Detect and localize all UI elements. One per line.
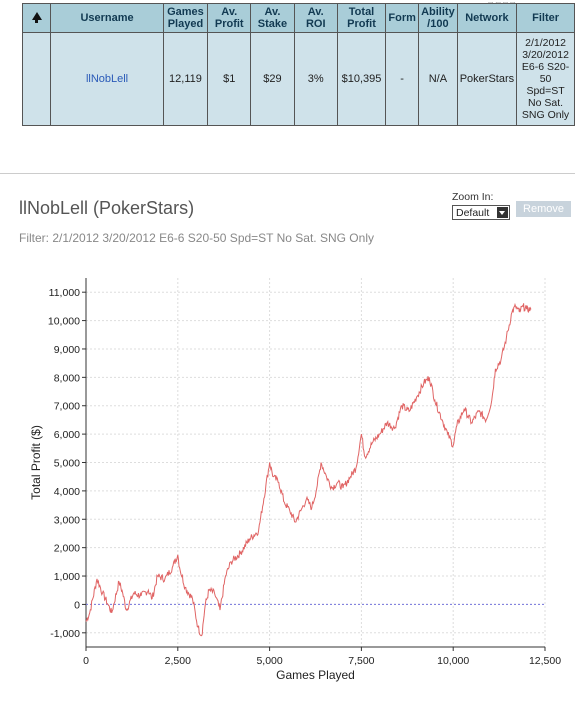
filter-line: E6-6 S20-	[521, 61, 570, 73]
header-total-profit[interactable]: Total Profit	[336, 3, 387, 33]
cell-total-profit: $10,395	[336, 32, 387, 126]
y-tick-label: 5,000	[54, 458, 80, 470]
y-tick-label: 1,000	[54, 571, 80, 583]
header-games-played-l2: Played	[167, 18, 204, 30]
header-total-profit-l2: Profit	[347, 18, 376, 30]
y-tick-label: 2,000	[54, 543, 80, 555]
cell-ability: N/A	[418, 32, 458, 126]
x-tick-label: 7,500	[348, 655, 374, 667]
header-total-profit-l1: Total	[348, 6, 375, 18]
header-games-played-l1: Games	[167, 6, 204, 18]
sort-column-header[interactable]	[21, 3, 52, 33]
y-axis-title: Total Profit ($)	[29, 425, 43, 500]
header-av-profit[interactable]: Av. Profit	[207, 3, 252, 33]
x-tick-label: 10,000	[437, 655, 469, 667]
x-tick-label: 0	[83, 655, 89, 667]
sort-up-arrow-icon[interactable]	[31, 12, 42, 23]
header-av-profit-l2: Profit	[214, 18, 244, 30]
header-games-played[interactable]: Games Played	[162, 3, 209, 33]
table-row: llNobLell 12,119 $1 $29 3% $10,395 - N/A…	[21, 32, 575, 126]
y-tick-label: 11,000	[49, 287, 80, 299]
header-ability-l1: Ability	[421, 6, 455, 18]
zoom-select[interactable]: Default	[452, 205, 510, 220]
stats-table: Username Games Played Av. Profit Av. Stake …	[21, 3, 575, 126]
cell-av-roi: 3%	[293, 32, 338, 126]
table-header-row: Username Games Played Av. Profit Av. Stake …	[21, 3, 575, 33]
header-filter: Filter	[516, 3, 575, 33]
y-tick-label: 6,000	[54, 429, 80, 441]
header-av-stake-l1: Av.	[264, 6, 281, 18]
header-av-profit-l1: Av.	[221, 6, 238, 18]
y-tick-label: 7,000	[54, 401, 80, 413]
cell-network: PokerStars	[456, 32, 518, 126]
filter-line: Spd=ST	[526, 85, 565, 97]
header-av-stake[interactable]: Av. Stake	[250, 3, 295, 33]
zoom-label: Zoom In:	[452, 191, 494, 203]
header-network[interactable]: Network	[456, 3, 518, 33]
chart-title: llNobLell (PokerStars)	[19, 198, 195, 218]
cell-av-profit: $1	[207, 32, 252, 126]
cell-games-played: 12,119	[162, 32, 209, 126]
cell-username: llNobLell	[50, 32, 164, 126]
y-tick-label: 10,000	[48, 316, 80, 328]
y-tick-label: 8,000	[54, 372, 80, 384]
filter-line: 2/1/2012	[525, 37, 566, 49]
header-av-roi[interactable]: Av. ROI	[293, 3, 338, 33]
zoom-select-value: Default	[456, 207, 490, 219]
profit-chart: -1,000 0 1,000 2,000 3,000 4,000 5,000 6,000 7,0…	[29, 278, 561, 682]
filter-line: 3/20/2012	[522, 49, 569, 61]
chart-subtitle: Filter: 2/1/2012 3/20/2012 E6-6 S20-50 S…	[19, 231, 374, 245]
header-ability[interactable]: Ability/100	[418, 3, 458, 33]
x-axis-title: Games Played	[276, 668, 355, 682]
x-tick-label: 12,500	[529, 655, 561, 667]
cell-filter: 2/1/2012 3/20/2012 E6-6 S20- 50 Spd=ST N…	[516, 32, 575, 126]
header-av-stake-l2: Stake	[257, 18, 288, 30]
row-spacer-cell	[21, 32, 52, 126]
header-form[interactable]: Form	[385, 3, 420, 33]
header-username[interactable]: Username	[50, 3, 164, 33]
filter-line: 50	[539, 73, 552, 85]
filter-line: SNG Only	[521, 109, 570, 121]
chevron-down-icon[interactable]	[497, 207, 508, 218]
y-tick-label: 9,000	[54, 344, 80, 356]
y-tick-label: 3,000	[54, 514, 80, 526]
y-tick-label: -1,000	[50, 628, 80, 640]
y-tick-label: 4,000	[54, 486, 80, 498]
filter-line: No Sat.	[528, 97, 564, 109]
chart-card: llNobLell (PokerStars) Filter: 2/1/2012 …	[0, 173, 575, 701]
header-ability-l2: /100	[427, 18, 449, 30]
x-tick-label: 2,500	[165, 655, 191, 667]
profit-series-line	[85, 302, 532, 637]
x-tick-label: 5,000	[256, 655, 282, 667]
remove-button[interactable]: Remove	[516, 201, 571, 217]
username-link[interactable]: llNobLell	[85, 73, 129, 85]
y-tick-label: 0	[74, 599, 80, 611]
cell-av-stake: $29	[250, 32, 295, 126]
cell-form: -	[385, 32, 420, 126]
